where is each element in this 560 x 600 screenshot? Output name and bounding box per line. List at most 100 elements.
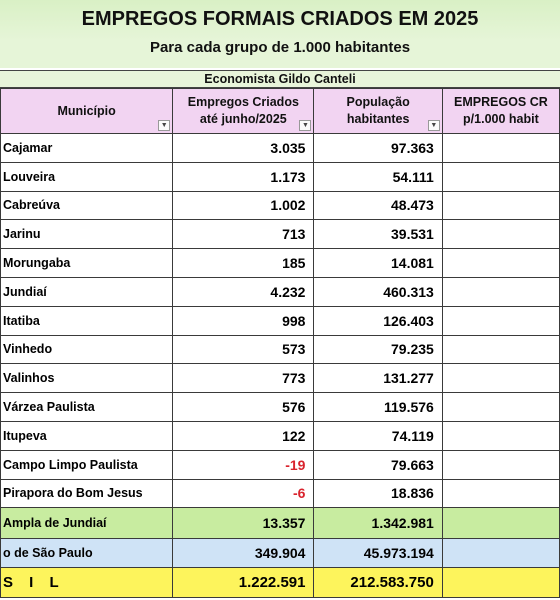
municipio-cell[interactable]: Morungaba: [0, 248, 174, 278]
municipio-cell[interactable]: Valinhos: [0, 363, 174, 394]
empregos-cell[interactable]: 4.232: [172, 276, 315, 307]
empregos-cell[interactable]: 185: [172, 248, 315, 278]
empregos-cell[interactable]: 122: [172, 420, 315, 451]
populacao-label-line1: População: [346, 95, 410, 109]
municipio-cell[interactable]: Itatiba: [0, 305, 174, 336]
total-row-brasil: S I L 1.222.591 212.583.750: [0, 567, 560, 599]
table-row: Cabreúva 1.002 48.473: [0, 190, 560, 221]
municipio-cell[interactable]: Jundiaí: [0, 276, 174, 307]
table-row: Várzea Paulista 576 119.576: [0, 392, 560, 422]
total-empregos-cell[interactable]: 349.904: [172, 538, 315, 569]
ratio-cell[interactable]: [441, 161, 560, 192]
total-empregos-cell[interactable]: 13.357: [172, 507, 315, 540]
column-header-municipio[interactable]: Município ▼: [0, 88, 174, 134]
page-subtitle: Para cada grupo de 1.000 habitantes: [149, 39, 411, 56]
municipio-cell[interactable]: Pirapora do Bom Jesus: [0, 478, 174, 509]
populacao-cell[interactable]: 131.277: [313, 363, 443, 394]
author-line: Economista Gildo Canteli: [0, 70, 560, 88]
filter-dropdown-icon[interactable]: ▼: [299, 120, 312, 131]
ratio-cell[interactable]: [441, 334, 560, 365]
ratio-label-line2: p/1.000 habit: [463, 112, 539, 126]
report-header: EMPREGOS FORMAIS CRIADOS EM 2025 Para ca…: [0, 0, 560, 68]
total-populacao-cell[interactable]: 45.973.194: [313, 538, 443, 569]
empregos-cell[interactable]: 713: [172, 219, 315, 250]
table-row: Louveira 1.173 54.111: [0, 161, 560, 192]
empregos-cell[interactable]: -6: [172, 478, 315, 509]
populacao-label-line2: habitantes: [346, 112, 410, 126]
populacao-cell[interactable]: 97.363: [313, 133, 443, 163]
ratio-cell[interactable]: [441, 449, 560, 480]
table-header-row: Município ▼ Empregos Criados até junho/2…: [0, 88, 560, 134]
empregos-cell[interactable]: 573: [172, 334, 315, 365]
total-name-cell[interactable]: S I L: [0, 567, 174, 599]
total-name-cell[interactable]: Ampla de Jundiaí: [0, 507, 174, 540]
municipio-label: Município: [57, 103, 116, 118]
populacao-cell[interactable]: 119.576: [313, 392, 443, 422]
column-header-empregos[interactable]: Empregos Criados até junho/2025 ▼: [172, 88, 315, 134]
municipio-cell[interactable]: Várzea Paulista: [0, 392, 174, 422]
ratio-cell[interactable]: [441, 420, 560, 451]
employment-table: Município ▼ Empregos Criados até junho/2…: [0, 88, 560, 599]
total-ratio-cell[interactable]: [441, 538, 560, 569]
ratio-cell[interactable]: [441, 248, 560, 278]
table-row: Campo Limpo Paulista -19 79.663: [0, 449, 560, 480]
empregos-cell[interactable]: 576: [172, 392, 315, 422]
total-ratio-cell[interactable]: [441, 507, 560, 540]
table-row: Itatiba 998 126.403: [0, 305, 560, 336]
table-row: Jarinu 713 39.531: [0, 219, 560, 250]
total-name-cell[interactable]: o de São Paulo: [0, 538, 174, 569]
populacao-cell[interactable]: 18.836: [313, 478, 443, 509]
ratio-cell[interactable]: [441, 133, 560, 163]
empregos-cell[interactable]: 3.035: [172, 133, 315, 163]
table-row: Valinhos 773 131.277: [0, 363, 560, 394]
table-row: Morungaba 185 14.081: [0, 248, 560, 278]
populacao-cell[interactable]: 14.081: [313, 248, 443, 278]
ratio-label-line1: EMPREGOS CR: [454, 95, 548, 109]
filter-dropdown-icon[interactable]: ▼: [427, 120, 440, 131]
populacao-cell[interactable]: 54.111: [313, 161, 443, 192]
empregos-cell[interactable]: 1.173: [172, 161, 315, 192]
populacao-cell[interactable]: 79.235: [313, 334, 443, 365]
ratio-cell[interactable]: [441, 392, 560, 422]
populacao-cell[interactable]: 39.531: [313, 219, 443, 250]
table-row: Vinhedo 573 79.235: [0, 334, 560, 365]
table-row: Itupeva 122 74.119: [0, 420, 560, 451]
populacao-cell[interactable]: 48.473: [313, 190, 443, 221]
populacao-cell[interactable]: 79.663: [313, 449, 443, 480]
municipio-cell[interactable]: Jarinu: [0, 219, 174, 250]
ratio-cell[interactable]: [441, 219, 560, 250]
empregos-cell[interactable]: -19: [172, 449, 315, 480]
populacao-cell[interactable]: 74.119: [313, 420, 443, 451]
table-row: Pirapora do Bom Jesus -6 18.836: [0, 478, 560, 509]
empregos-cell[interactable]: 1.002: [172, 190, 315, 221]
total-row-rmsp: o de São Paulo 349.904 45.973.194: [0, 538, 560, 569]
empregos-label-line1: Empregos Criados: [187, 95, 299, 109]
municipio-cell[interactable]: Itupeva: [0, 420, 174, 451]
column-header-ratio[interactable]: EMPREGOS CR p/1.000 habit: [441, 88, 560, 134]
ratio-cell[interactable]: [441, 190, 560, 221]
empregos-cell[interactable]: 998: [172, 305, 315, 336]
total-ratio-cell[interactable]: [441, 567, 560, 599]
municipio-cell[interactable]: Cabreúva: [0, 190, 174, 221]
populacao-cell[interactable]: 460.313: [313, 276, 443, 307]
total-populacao-cell[interactable]: 212.583.750: [313, 567, 443, 599]
table-row: Cajamar 3.035 97.363: [0, 133, 560, 163]
ratio-cell[interactable]: [441, 478, 560, 509]
column-header-populacao[interactable]: População habitantes ▼: [313, 88, 443, 134]
municipio-cell[interactable]: Vinhedo: [0, 334, 174, 365]
filter-dropdown-icon[interactable]: ▼: [158, 120, 171, 131]
populacao-cell[interactable]: 126.403: [313, 305, 443, 336]
total-empregos-cell[interactable]: 1.222.591: [172, 567, 315, 599]
total-populacao-cell[interactable]: 1.342.981: [313, 507, 443, 540]
ratio-cell[interactable]: [441, 363, 560, 394]
municipio-cell[interactable]: Cajamar: [0, 133, 174, 163]
empregos-label-line2: até junho/2025: [199, 112, 287, 126]
total-row-rmj: Ampla de Jundiaí 13.357 1.342.981: [0, 507, 560, 540]
municipio-cell[interactable]: Louveira: [0, 161, 174, 192]
ratio-cell[interactable]: [441, 305, 560, 336]
table-row: Jundiaí 4.232 460.313: [0, 276, 560, 307]
municipio-cell[interactable]: Campo Limpo Paulista: [0, 449, 174, 480]
ratio-cell[interactable]: [441, 276, 560, 307]
page-title: EMPREGOS FORMAIS CRIADOS EM 2025: [81, 8, 479, 30]
empregos-cell[interactable]: 773: [172, 363, 315, 394]
